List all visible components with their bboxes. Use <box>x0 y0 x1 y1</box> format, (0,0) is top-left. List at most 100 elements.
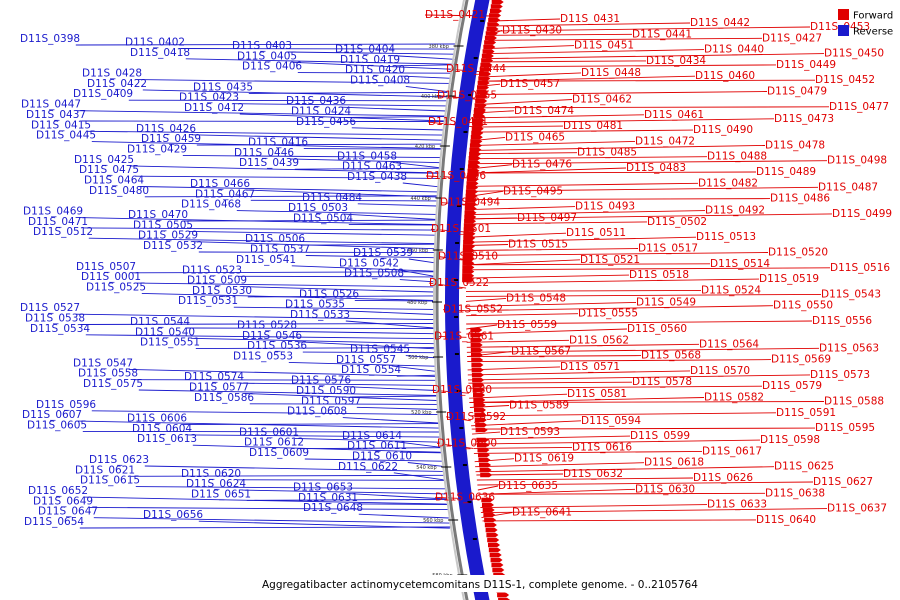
forward-gene-label[interactable]: D11S_0571 <box>560 361 620 373</box>
reverse-gene-label[interactable]: D11S_0475 <box>79 164 139 176</box>
reverse-gene-label[interactable]: D11S_0459 <box>141 133 201 145</box>
forward-gene-label[interactable]: D11S_0498 <box>827 155 887 167</box>
forward-gene-label[interactable]: D11S_0595 <box>815 422 875 434</box>
forward-gene-label[interactable]: D11S_0448 <box>581 67 641 79</box>
forward-gene-label[interactable]: D11S_0619 <box>514 453 574 465</box>
forward-gene-label[interactable]: D11S_0495 <box>503 185 563 197</box>
reverse-gene-label[interactable]: D11S_0611 <box>347 440 407 452</box>
forward-gene-label[interactable]: D11S_0516 <box>830 262 890 274</box>
forward-gene-label[interactable]: D11S_0479 <box>767 86 827 98</box>
reverse-gene-label[interactable]: D11S_0553 <box>233 350 293 362</box>
reverse-gene-label[interactable]: D11S_0456 <box>296 116 356 128</box>
reverse-gene-label[interactable]: D11S_0615 <box>80 475 140 487</box>
forward-gene-label[interactable]: D11S_0478 <box>765 139 825 151</box>
reverse-gene-label[interactable]: D11S_0649 <box>33 495 93 507</box>
reverse-gene-label[interactable]: D11S_0508 <box>344 268 404 280</box>
forward-gene-label[interactable]: D11S_0477 <box>829 101 889 113</box>
forward-gene-label[interactable]: D11S_0591 <box>776 407 836 419</box>
reverse-gene-label[interactable]: D11S_0539 <box>353 247 413 259</box>
reverse-gene-label[interactable]: D11S_0423 <box>179 92 239 104</box>
reverse-gene-label[interactable]: D11S_0458 <box>337 150 397 162</box>
reverse-gene-label[interactable]: D11S_0420 <box>345 64 405 76</box>
forward-gene-label[interactable]: D11S_0580 <box>432 384 492 396</box>
reverse-gene-label[interactable]: D11S_0436 <box>286 95 346 107</box>
reverse-gene-label[interactable]: D11S_0586 <box>194 392 254 404</box>
forward-gene-label[interactable]: D11S_0600 <box>437 437 497 449</box>
reverse-gene-label[interactable]: D11S_0604 <box>132 423 192 435</box>
forward-gene-label[interactable]: D11S_0562 <box>569 334 629 346</box>
forward-gene-label[interactable]: D11S_0421 <box>425 9 485 21</box>
forward-gene-label[interactable]: D11S_0444 <box>446 63 506 75</box>
forward-gene-label[interactable]: D11S_0488 <box>707 151 767 163</box>
reverse-gene-label[interactable]: D11S_0609 <box>249 447 309 459</box>
forward-gene-label[interactable]: D11S_0486 <box>770 193 830 205</box>
reverse-gene-label[interactable]: D11S_0435 <box>193 81 253 93</box>
reverse-gene-label[interactable]: D11S_0506 <box>245 233 305 245</box>
forward-gene-label[interactable]: D11S_0598 <box>760 434 820 446</box>
reverse-gene-label[interactable]: D11S_0652 <box>28 485 88 497</box>
forward-gene-label[interactable]: D11S_0582 <box>704 392 764 404</box>
forward-gene-label[interactable]: D11S_0492 <box>705 205 765 217</box>
reverse-gene-label[interactable]: D11S_0631 <box>298 492 358 504</box>
reverse-gene-label[interactable]: D11S_0528 <box>237 320 297 332</box>
reverse-gene-label[interactable]: D11S_0532 <box>143 240 203 252</box>
reverse-gene-label[interactable]: D11S_0512 <box>33 226 93 238</box>
forward-gene-label[interactable]: D11S_0635 <box>498 480 558 492</box>
reverse-gene-label[interactable]: D11S_0608 <box>287 406 347 418</box>
reverse-gene-label[interactable]: D11S_0530 <box>192 285 252 297</box>
reverse-gene-label[interactable]: D11S_0613 <box>137 433 197 445</box>
reverse-gene-label[interactable]: D11S_0418 <box>130 47 190 59</box>
reverse-gene-label[interactable]: D11S_0523 <box>182 264 242 276</box>
forward-gene-label[interactable]: D11S_0490 <box>693 124 753 136</box>
reverse-gene-label[interactable]: D11S_0574 <box>184 371 244 383</box>
forward-gene-label[interactable]: D11S_0570 <box>690 365 750 377</box>
reverse-gene-label[interactable]: D11S_0526 <box>299 288 359 300</box>
reverse-gene-label[interactable]: D11S_0597 <box>301 395 361 407</box>
forward-gene-label[interactable]: D11S_0473 <box>774 113 834 125</box>
forward-gene-label[interactable]: D11S_0567 <box>511 346 571 358</box>
reverse-gene-label[interactable]: D11S_0558 <box>78 368 138 380</box>
forward-gene-label[interactable]: D11S_0627 <box>813 476 873 488</box>
forward-gene-label[interactable]: D11S_0543 <box>821 288 881 300</box>
forward-gene-label[interactable]: D11S_0632 <box>563 468 623 480</box>
forward-gene-label[interactable]: D11S_0472 <box>635 135 695 147</box>
forward-gene-label[interactable]: D11S_0579 <box>762 380 822 392</box>
forward-gene-label[interactable]: D11S_0457 <box>500 78 560 90</box>
forward-gene-label[interactable]: D11S_0496 <box>426 170 486 182</box>
reverse-gene-label[interactable]: D11S_0504 <box>293 212 353 224</box>
forward-gene-label[interactable]: D11S_0626 <box>693 472 753 484</box>
reverse-gene-label[interactable]: D11S_0405 <box>237 50 297 62</box>
forward-gene-label[interactable]: D11S_0588 <box>824 396 884 408</box>
reverse-gene-label[interactable]: D11S_0480 <box>89 185 149 197</box>
reverse-gene-label[interactable]: D11S_0468 <box>181 199 241 211</box>
reverse-gene-label[interactable]: D11S_0507 <box>76 261 136 273</box>
forward-gene-label[interactable]: D11S_0599 <box>630 430 690 442</box>
reverse-gene-label[interactable]: D11S_0416 <box>248 137 308 149</box>
reverse-gene-label[interactable]: D11S_0554 <box>341 364 401 376</box>
forward-gene-label[interactable]: D11S_0520 <box>768 247 828 259</box>
forward-gene-label[interactable]: D11S_0569 <box>771 354 831 366</box>
reverse-gene-label[interactable]: D11S_0653 <box>293 482 353 494</box>
reverse-gene-label[interactable]: D11S_0404 <box>335 44 395 56</box>
forward-gene-label[interactable]: D11S_0573 <box>810 369 870 381</box>
forward-gene-label[interactable]: D11S_0483 <box>626 162 686 174</box>
forward-gene-label[interactable]: D11S_0636 <box>435 491 495 503</box>
forward-gene-label[interactable]: D11S_0514 <box>710 258 770 270</box>
reverse-gene-label[interactable]: D11S_0408 <box>350 74 410 86</box>
forward-gene-label[interactable]: D11S_0568 <box>641 350 701 362</box>
forward-gene-label[interactable]: D11S_0515 <box>508 239 568 251</box>
forward-gene-label[interactable]: D11S_0485 <box>577 147 637 159</box>
reverse-gene-label[interactable]: D11S_0503 <box>288 202 348 214</box>
reverse-gene-label[interactable]: D11S_0546 <box>242 330 302 342</box>
forward-gene-label[interactable]: D11S_0460 <box>695 70 755 82</box>
reverse-gene-label[interactable]: D11S_0470 <box>128 209 188 221</box>
forward-gene-label[interactable]: D11S_0487 <box>818 181 878 193</box>
forward-gene-label[interactable]: D11S_0441 <box>632 28 692 40</box>
forward-gene-label[interactable]: D11S_0549 <box>636 296 696 308</box>
forward-gene-label[interactable]: D11S_0637 <box>827 503 887 515</box>
forward-gene-label[interactable]: D11S_0593 <box>500 426 560 438</box>
reverse-gene-label[interactable]: D11S_0537 <box>250 244 310 256</box>
reverse-gene-label[interactable]: D11S_0415 <box>31 119 91 131</box>
forward-gene-label[interactable]: D11S_0476 <box>512 159 572 171</box>
reverse-gene-label[interactable]: D11S_0424 <box>291 106 351 118</box>
